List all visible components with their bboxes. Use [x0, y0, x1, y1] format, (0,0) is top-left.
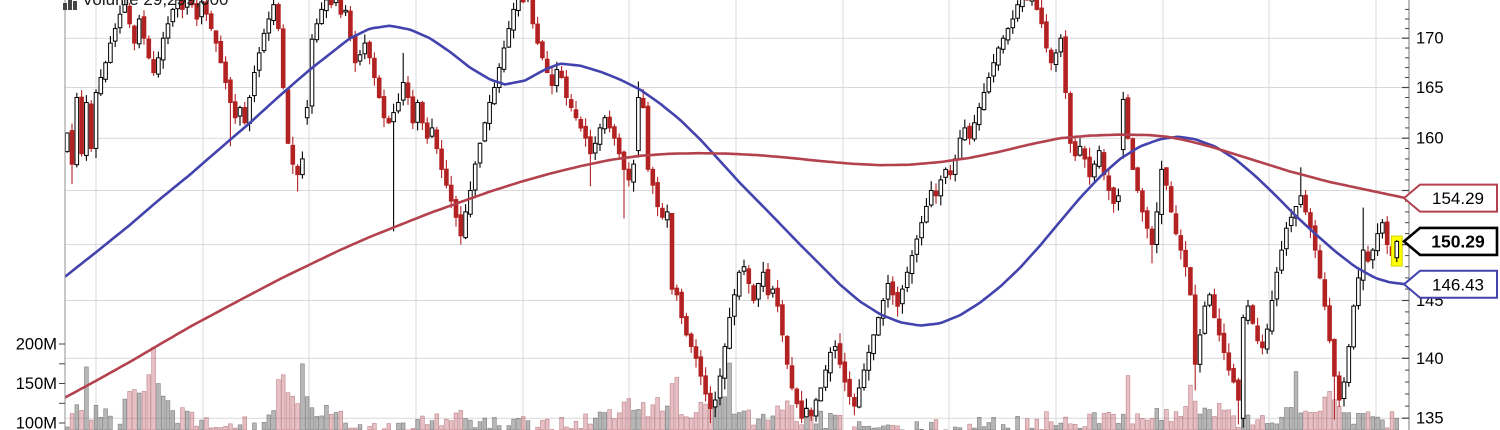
ma-short-blue [65, 24, 1406, 327]
last-price-tag: 150.29 [1401, 226, 1499, 257]
price-axis-labels: 170165160155150145140135 [1402, 8, 1444, 428]
svg-text:154.29: 154.29 [1432, 189, 1484, 208]
ma-long-tag: 154.29 [1402, 183, 1498, 213]
svg-text:140: 140 [1416, 350, 1444, 368]
volume-axis-labels: 200M 150M 100M [16, 336, 65, 430]
svg-text:165: 165 [1416, 79, 1444, 97]
svg-text:160: 160 [1416, 130, 1444, 148]
ma-long-red [65, 133, 1406, 399]
svg-text:100M: 100M [16, 415, 57, 430]
volume-legend-text: Volume 29,299,000 [82, 0, 229, 10]
volume-legend: Volume 29,299,000 [63, 0, 229, 10]
svg-text:150M: 150M [16, 375, 57, 393]
svg-text:146.43: 146.43 [1432, 275, 1484, 294]
ma-short-tag: 146.43 [1402, 269, 1498, 299]
volume-bars-icon [63, 0, 77, 10]
svg-text:135: 135 [1416, 410, 1444, 428]
svg-text:200M: 200M [16, 336, 57, 354]
candles-layer [65, 0, 1403, 428]
gridlines [65, 0, 1409, 430]
svg-text:150.29: 150.29 [1431, 231, 1485, 251]
axes [64, 0, 1410, 430]
svg-text:170: 170 [1416, 30, 1444, 48]
volume-bars-layer [65, 346, 1400, 430]
